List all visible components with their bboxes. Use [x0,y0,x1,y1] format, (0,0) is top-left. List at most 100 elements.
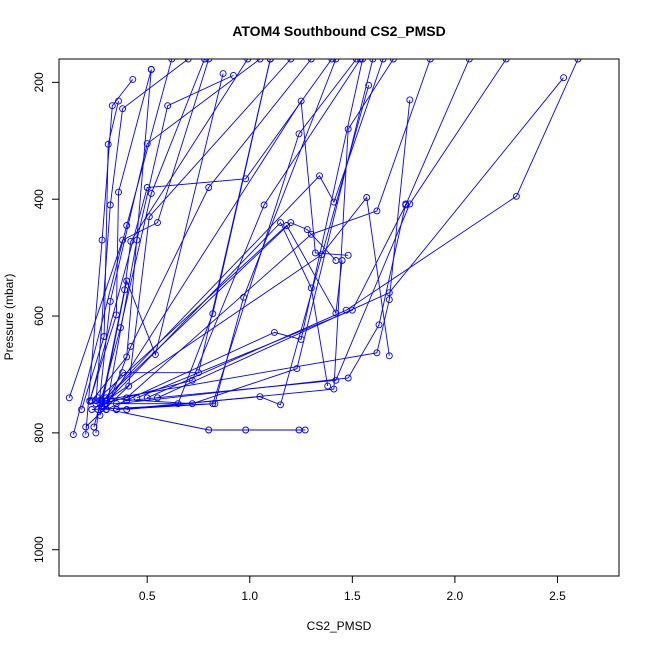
data-point [143,140,151,148]
data-point [184,59,192,63]
data-point [330,198,338,206]
data-point [92,397,100,405]
series-line [81,100,119,410]
series-line [105,59,384,399]
series-32 [102,194,393,405]
series-line [85,79,134,435]
data-point [283,222,291,229]
y-tick-label: 800 [32,423,46,443]
data-point [318,251,326,259]
data-point [303,226,311,234]
x-tick-label: 1.0 [241,589,258,603]
series-26 [96,219,340,408]
data-point [369,59,377,63]
series-line [110,99,411,400]
data-point [574,59,582,63]
data-point [357,59,364,63]
data-point [123,277,131,285]
data-point [402,201,410,209]
data-point [307,230,315,238]
data-point [123,353,131,361]
data-point [244,59,252,63]
series-line [116,59,337,410]
data-point [332,59,340,63]
data-point [123,397,131,405]
data-point [307,59,315,63]
series-line [126,59,431,399]
y-axis-label: Pressure (mbar) [2,274,16,361]
data-point [287,59,295,63]
data-point [512,192,520,200]
data-point [328,59,336,63]
series-line [147,59,579,399]
series-36 [133,59,473,402]
data-point [352,59,360,63]
x-axis: 0.5 1.0 1.5 2.0 2.5 [139,575,566,603]
data-point [338,257,346,264]
y-tick-label: 600 [32,306,46,326]
data-point [102,394,110,402]
data-point [297,335,305,343]
series-22 [98,404,309,434]
data-point [373,207,381,215]
data-point [209,310,217,318]
data-point [90,423,98,431]
data-point [82,431,90,439]
data-point [316,172,323,180]
data-point [154,219,161,227]
data-point [205,59,213,63]
series-line [95,59,189,404]
series-line [116,203,407,405]
series-line [89,59,333,402]
data-point [307,284,315,292]
data-point [115,188,122,196]
data-point [266,59,274,63]
series-16 [86,59,336,405]
data-point [112,400,120,408]
series-line [101,59,361,405]
data-point [123,394,131,402]
data-point [293,365,301,373]
series-9 [90,59,209,431]
data-point [127,342,135,350]
series-31 [106,96,414,403]
data-point [117,324,124,332]
y-tick-label: 1000 [32,536,46,563]
series-line [99,73,224,416]
data-point [379,59,387,63]
series-line [99,222,337,405]
data-point [127,237,135,245]
data-point [123,222,131,229]
data-point [123,406,131,413]
series-line [89,69,152,401]
data-point [125,382,133,390]
series-12 [98,59,252,405]
series-line [105,59,312,410]
data-point [465,59,473,63]
data-point [147,66,155,73]
data-point [406,200,414,208]
data-point [88,406,96,413]
data-point [98,236,106,244]
data-point [242,426,250,434]
series-6 [86,66,155,405]
data-point [260,201,268,209]
data-point [344,125,352,133]
data-point [119,236,127,244]
data-point [344,374,352,382]
series-18 [102,59,274,408]
data-point [108,102,116,110]
y-tick-label: 400 [32,189,46,209]
data-point [256,59,264,63]
data-point [201,59,209,63]
data-point [295,130,303,138]
y-tick-label: 200 [32,72,46,92]
data-point [270,328,278,336]
data-point [143,394,151,402]
series-line [68,59,210,398]
series-30 [102,59,387,402]
series-line [101,59,249,401]
series-line [97,59,271,410]
data-point [106,395,114,403]
